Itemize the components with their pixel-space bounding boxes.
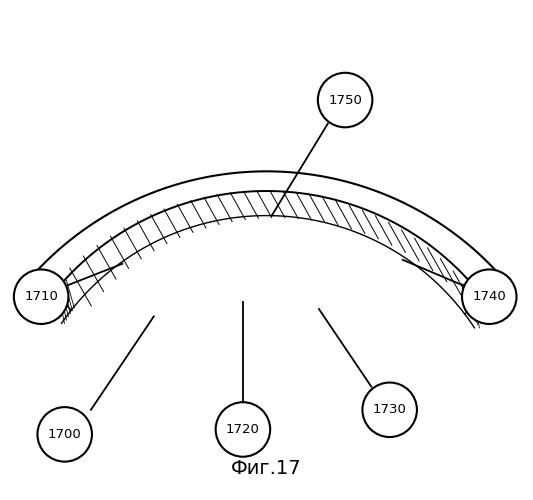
Text: 1700: 1700 bbox=[48, 428, 82, 441]
Text: 1710: 1710 bbox=[24, 290, 58, 303]
Text: Фиг.17: Фиг.17 bbox=[231, 460, 302, 478]
Polygon shape bbox=[61, 191, 474, 328]
Circle shape bbox=[462, 270, 516, 324]
Text: 1750: 1750 bbox=[328, 94, 362, 106]
Text: 1740: 1740 bbox=[472, 290, 506, 303]
Text: 1730: 1730 bbox=[373, 404, 407, 416]
Circle shape bbox=[37, 407, 92, 462]
Circle shape bbox=[318, 73, 373, 128]
Text: 1720: 1720 bbox=[226, 423, 260, 436]
Circle shape bbox=[362, 382, 417, 437]
Circle shape bbox=[14, 270, 68, 324]
Circle shape bbox=[216, 402, 270, 456]
